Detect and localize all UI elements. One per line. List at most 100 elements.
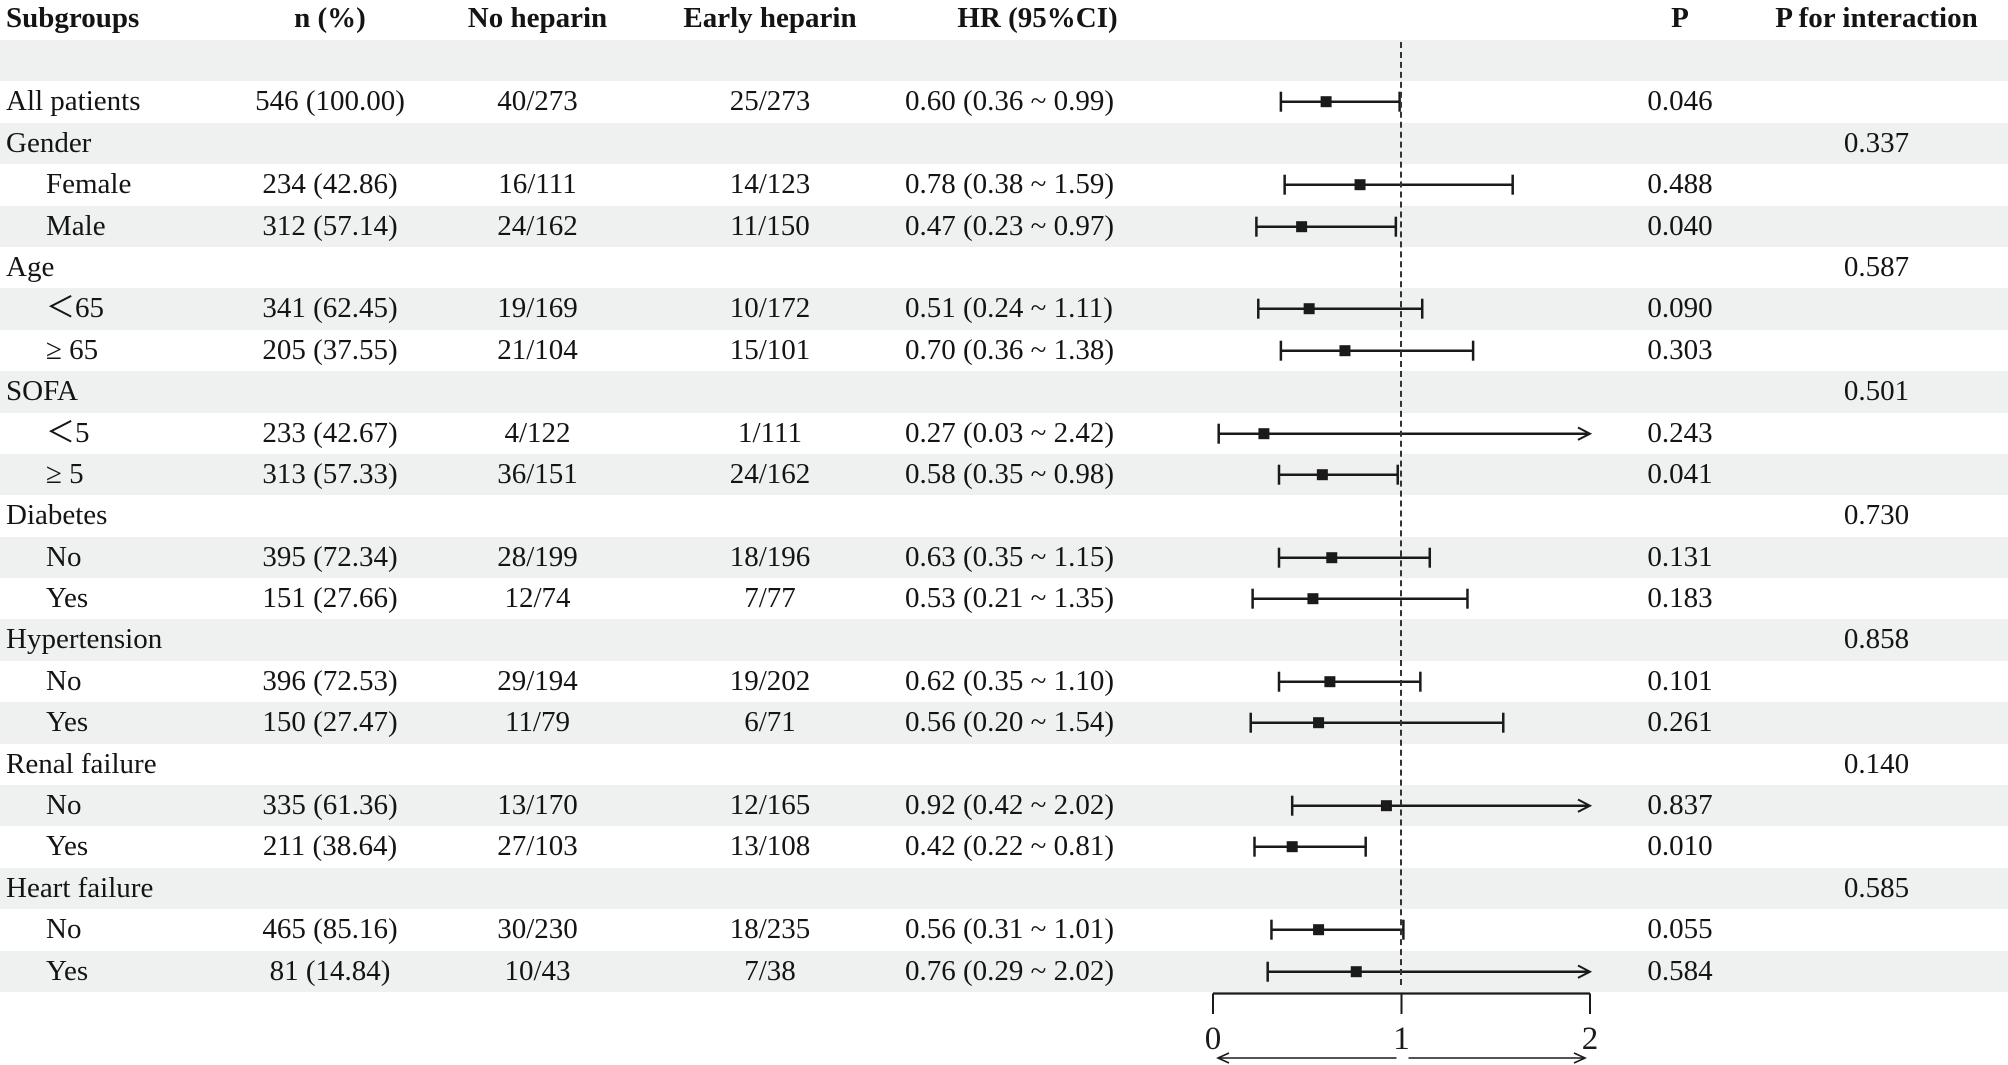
ci-graphic xyxy=(1217,423,1593,444)
subgroup-label: Yes xyxy=(46,954,89,987)
no-heparin-events: 13/170 xyxy=(497,789,578,822)
ci-graphic xyxy=(1283,174,1514,195)
n-pct-value: 233 (42.67) xyxy=(262,416,398,449)
table-header: Subgroups n (%) No heparin Early heparin… xyxy=(0,0,2008,40)
early-heparin-events: 18/196 xyxy=(729,540,811,573)
hr-ci-text: 0.56 (0.31 ~ 1.01) xyxy=(905,913,1115,946)
subgroup-category-label: Age xyxy=(6,250,55,283)
subgroup-label: Yes xyxy=(46,706,89,739)
p-value: 0.837 xyxy=(1647,789,1713,822)
p-interaction-value: 0.587 xyxy=(1843,250,1910,283)
no-heparin-events: 19/169 xyxy=(497,292,578,325)
early-heparin-events: 18/235 xyxy=(729,913,811,946)
ci-graphic xyxy=(1270,919,1405,940)
hr-ci-text: 0.51 (0.24 ~ 1.11) xyxy=(905,292,1113,325)
ci-graphic xyxy=(1249,712,1505,733)
p-value: 0.303 xyxy=(1647,333,1713,366)
hr-ci-text: 0.27 (0.03 ~ 2.42) xyxy=(905,416,1115,449)
hr-ci-text: 0.53 (0.21 ~ 1.35) xyxy=(905,582,1115,615)
data-row: All patients 546 (100.00) 40/273 25/273 0.60… xyxy=(0,81,2008,122)
early-heparin-events: 10/172 xyxy=(729,292,811,325)
hr-ci-text: 0.76 (0.29 ~ 2.02) xyxy=(905,954,1115,987)
hr-point-estimate xyxy=(1326,551,1338,563)
ci-graphic xyxy=(1277,464,1399,485)
hr-ci-text: 0.92 (0.42 ~ 2.02) xyxy=(905,789,1115,822)
axis-tick-label: 2 xyxy=(1582,1021,1599,1057)
hr-point-estimate xyxy=(1350,965,1362,977)
subgroup-category-label: Gender xyxy=(6,126,92,159)
no-heparin-events: 27/103 xyxy=(497,830,578,863)
no-heparin-events: 36/151 xyxy=(497,457,578,490)
table-body: All patients 546 (100.00) 40/273 25/273 0.60… xyxy=(0,40,2008,992)
ci-graphic xyxy=(1279,92,1401,113)
p-interaction-value: 0.585 xyxy=(1843,871,1910,904)
x-axis: 0 1 2 xyxy=(1205,992,1599,1064)
subgroup-label: ≥ 65 xyxy=(46,333,99,366)
forest-plot-cell xyxy=(1180,578,1615,619)
early-heparin-events: 1/111 xyxy=(738,416,802,449)
subgroup-category-label: Hypertension xyxy=(6,623,163,656)
forest-plot-cell xyxy=(1180,702,1615,743)
p-value: 0.040 xyxy=(1647,209,1713,242)
hr-point-estimate xyxy=(1313,717,1325,729)
early-heparin-events: 6/71 xyxy=(744,706,796,739)
no-heparin-column-header: No heparin xyxy=(467,2,608,34)
category-row: Age 0.587 xyxy=(0,247,2008,288)
p-interaction-value: 0.858 xyxy=(1843,623,1910,656)
subgroup-label: No xyxy=(46,789,82,822)
p-value: 0.243 xyxy=(1647,416,1713,449)
early-heparin-column-header: Early heparin xyxy=(683,2,857,34)
forest-plot-cell xyxy=(1180,330,1615,371)
hr-ci-text: 0.62 (0.35 ~ 1.10) xyxy=(905,664,1115,697)
n-pct-value: 211 (38.64) xyxy=(262,830,398,863)
subgroup-label: Female xyxy=(46,168,132,201)
n-pct-value: 395 (72.34) xyxy=(262,540,398,573)
forest-plot-cell xyxy=(1180,288,1615,329)
subgroup-label: Male xyxy=(46,209,106,242)
data-row: No 465 (85.16) 30/230 18/235 0.56 (0.31 ~ 1.… xyxy=(0,909,2008,950)
p-interaction-column-header: P for interaction xyxy=(1775,2,1978,34)
subgroup-label: No xyxy=(46,664,82,697)
n-pct-value: 81 (14.84) xyxy=(269,954,391,987)
early-heparin-events: 7/77 xyxy=(744,582,796,615)
data-row: ＜5 233 (42.67) 4/122 1/111 0.27 (0.03 ~ 2.42… xyxy=(0,413,2008,454)
no-heparin-events: 40/273 xyxy=(497,85,578,118)
hr-point-estimate xyxy=(1324,676,1336,688)
subgroup-category-label: SOFA xyxy=(6,375,78,408)
p-value: 0.041 xyxy=(1647,457,1713,490)
n-pct-value: 151 (27.66) xyxy=(262,582,398,615)
hr-point-estimate xyxy=(1307,593,1319,605)
data-row: Yes 150 (27.47) 11/79 6/71 0.56 (0.20 ~ 1.54… xyxy=(0,702,2008,744)
hr-ci-text: 0.42 (0.22 ~ 0.81) xyxy=(905,830,1115,863)
n-pct-value: 234 (42.86) xyxy=(262,168,398,201)
subgroup-label: No xyxy=(46,540,82,573)
category-row: Hypertension 0.858 xyxy=(0,619,2008,661)
hr-point-estimate xyxy=(1320,96,1332,108)
data-row: Yes 211 (38.64) 27/103 13/108 0.42 (0.22 ~ 0… xyxy=(0,826,2008,867)
n-pct-value: 341 (62.45) xyxy=(262,292,398,325)
forest-plot-cell xyxy=(1180,951,1615,992)
subgroup-category-label: Heart failure xyxy=(6,871,154,904)
clip-arrowhead xyxy=(1577,426,1593,441)
x-axis-zone: 0 1 2 xyxy=(0,992,2008,1065)
hr-point-estimate xyxy=(1339,344,1351,356)
early-heparin-events: 19/202 xyxy=(729,664,811,697)
category-row: Diabetes 0.730 xyxy=(0,495,2008,536)
hr-point-estimate xyxy=(1303,303,1315,315)
p-interaction-value: 0.337 xyxy=(1843,126,1910,159)
hr-point-estimate xyxy=(1296,220,1308,232)
subgroups-column-header: Subgroups xyxy=(6,2,140,34)
p-value: 0.101 xyxy=(1647,664,1713,697)
clip-arrowhead xyxy=(1577,798,1593,813)
p-value: 0.584 xyxy=(1647,954,1713,987)
early-heparin-events: 11/150 xyxy=(730,209,810,242)
n-pct-value: 312 (57.14) xyxy=(262,209,398,242)
p-interaction-value: 0.140 xyxy=(1843,747,1910,780)
ci-graphic xyxy=(1253,837,1367,858)
p-value: 0.183 xyxy=(1647,582,1713,615)
data-row: No 396 (72.53) 29/194 19/202 0.62 (0.35 ~ 1.… xyxy=(0,661,2008,702)
p-value: 0.090 xyxy=(1647,292,1713,325)
forest-plot-cell xyxy=(1180,81,1615,122)
category-row: Gender 0.337 xyxy=(0,122,2008,165)
n-pct-value: 465 (85.16) xyxy=(262,913,398,946)
